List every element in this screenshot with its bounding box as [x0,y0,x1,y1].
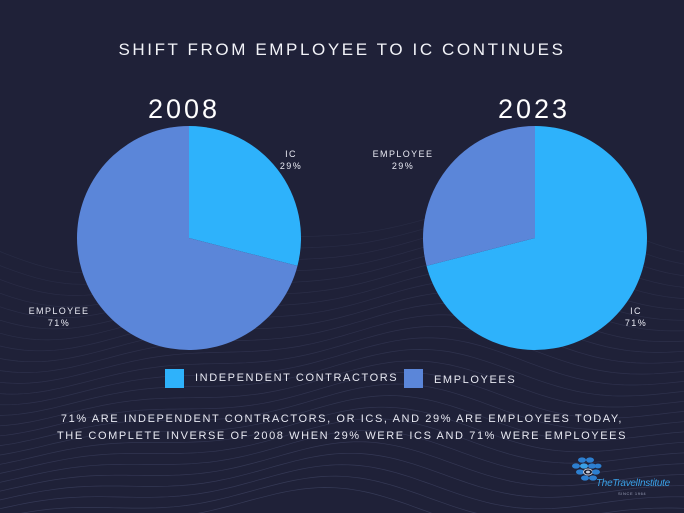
chart-2008-slice-employee [76,126,298,350]
chart-2023-ic-label: IC 71% [591,305,681,329]
chart-2023-employee-label: EMPLOYEE 29% [358,148,448,172]
logo-tagline: SINCE 1964 [618,491,647,496]
chart-2008-ic-label: IC 29% [246,148,336,172]
background-wave-line [0,395,684,456]
legend-label-employees: EMPLOYEES [434,374,517,386]
page-title: SHIFT FROM EMPLOYEE TO IC CONTINUES [118,40,566,59]
chart-2008-ic-name: IC [285,149,297,159]
logo-dots-icon [572,457,602,481]
logo-name: TheTravelInstitute [596,478,670,489]
chart-2023-employee-name: EMPLOYEE [372,149,434,159]
chart-2023-slice-employee [423,126,535,266]
background-wave-line [0,441,684,492]
caption-line-1: 71% ARE INDEPENDENT CONTRACTORS, OR ICS,… [60,413,624,425]
chart-2008-employee-value: 71% [47,318,71,328]
caption-line-2: THE COMPLETE INVERSE OF 2008 WHEN 29% WE… [56,430,628,442]
background-wave-line [0,372,684,437]
background-wave-line [197,487,433,513]
background-wave-line [0,464,684,510]
chart-2008-employee-label: EMPLOYEE 71% [14,305,104,329]
background-wave-line [20,475,684,513]
chart-2023-slice-ic [426,126,648,351]
chart-2008-employee-name: EMPLOYEE [28,306,90,316]
chart-2008-title: 2008 [147,94,221,124]
background-wave-line [0,429,684,483]
background-wave-line [0,452,684,501]
chart-2023-ic-value: 71% [624,318,648,328]
chart-2008-ic-value: 29% [279,161,303,171]
background-wave-line [0,360,684,427]
background-wave-line [0,418,684,474]
legend-label-independent-contractors: INDEPENDENT CONTRACTORS [195,372,399,384]
background-wave-line [0,325,684,395]
background-wave-line [0,314,684,384]
chart-2023-employee-value: 29% [391,161,415,171]
chart-2023-ic-name: IC [630,306,642,316]
background-wave-line [0,406,684,465]
background-wave-line [0,349,684,416]
background-wave-line [0,337,684,406]
legend-swatch-independent-contractors [165,369,184,388]
chart-2008-slice-ic [189,126,301,266]
caption: 71% ARE INDEPENDENT CONTRACTORS, OR ICS,… [0,411,684,445]
background-wave-line [0,383,684,446]
legend-swatch-employees [404,369,423,388]
chart-2023-title: 2023 [497,94,571,124]
